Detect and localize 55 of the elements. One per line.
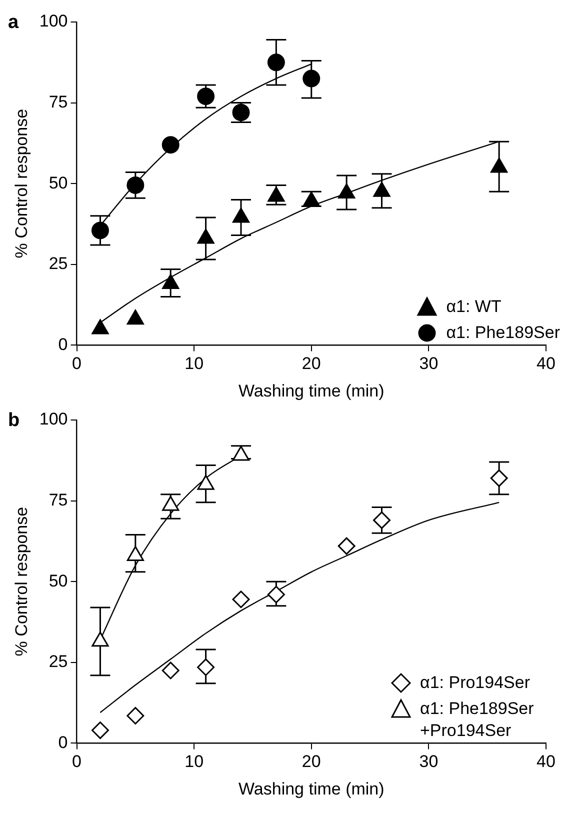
y-tick-label: 25 <box>48 652 68 672</box>
point <box>92 319 109 334</box>
x-tick-label: 30 <box>419 354 438 374</box>
y-tick-label: 0 <box>58 732 68 752</box>
x-tick-label: 30 <box>419 752 438 772</box>
y-tick-label: 0 <box>58 334 68 354</box>
x-tick-label: 40 <box>536 752 556 772</box>
y-tick-label: 25 <box>48 254 68 274</box>
point <box>126 706 144 724</box>
point <box>267 54 285 72</box>
chart-title: a <box>8 12 19 34</box>
legend-label: α1: Pro194Ser <box>420 672 530 694</box>
point <box>126 176 144 194</box>
point <box>162 136 180 154</box>
point <box>197 88 215 106</box>
y-tick-label: 100 <box>39 410 68 429</box>
x-tick-label: 0 <box>72 354 82 374</box>
x-tick-label: 0 <box>72 752 82 772</box>
legend-label: α1: WT <box>446 296 502 318</box>
legend-label: α1: Phe189Ser +Pro194Ser <box>420 698 535 742</box>
point <box>373 511 391 529</box>
y-tick-label: 75 <box>48 92 68 112</box>
point <box>162 662 180 680</box>
point <box>162 274 180 290</box>
chart-title: b <box>8 410 20 432</box>
point <box>338 537 356 555</box>
point <box>490 158 508 173</box>
point <box>197 658 215 676</box>
x-tick-label: 40 <box>536 354 556 374</box>
point <box>232 590 250 608</box>
point <box>302 70 320 88</box>
point <box>232 208 250 223</box>
y-tick-label: 50 <box>48 173 68 192</box>
point <box>197 228 214 244</box>
x-axis-title: Washing time (min) <box>238 381 384 400</box>
point <box>91 722 109 740</box>
point <box>267 586 285 604</box>
x-tick-label: 20 <box>302 752 321 772</box>
x-tick-label: 10 <box>184 752 204 772</box>
y-axis-title: % Control response <box>12 108 31 258</box>
point <box>268 186 285 202</box>
point <box>162 496 180 511</box>
point <box>126 310 144 325</box>
x-tick-label: 10 <box>184 354 204 374</box>
x-axis-title: Washing time (min) <box>238 779 384 798</box>
y-tick-label: 75 <box>48 490 68 510</box>
point <box>338 184 356 199</box>
point <box>373 182 390 197</box>
x-tick-label: 20 <box>302 354 321 374</box>
y-axis-title: % Control response <box>12 506 31 656</box>
y-tick-label: 50 <box>48 571 68 590</box>
point <box>126 546 144 561</box>
point <box>197 474 214 490</box>
legend-label: α1: Phe189Ser <box>446 322 560 344</box>
y-tick-label: 100 <box>39 12 68 31</box>
